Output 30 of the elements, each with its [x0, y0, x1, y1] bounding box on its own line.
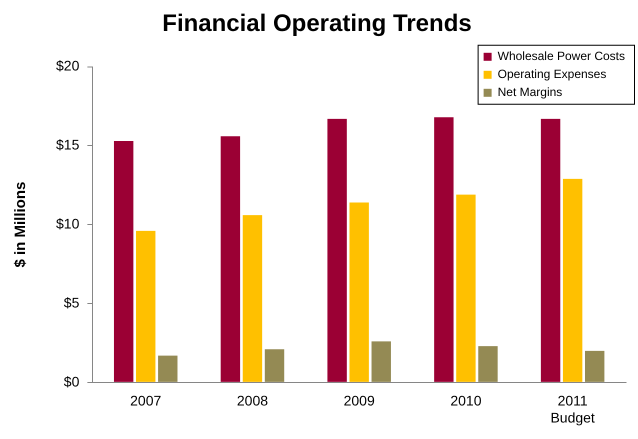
x-tick-label: 2008 — [236, 392, 268, 409]
bar — [562, 178, 582, 382]
y-tick-label: $20 — [56, 58, 80, 74]
bar — [264, 349, 284, 382]
bar — [158, 356, 178, 382]
bar — [327, 118, 347, 382]
bar — [136, 230, 156, 382]
bar — [220, 136, 240, 382]
bar — [114, 140, 134, 382]
x-tick-label: 2007 — [130, 392, 162, 409]
x-tick-label: 2010 — [450, 392, 482, 409]
x-tick-label: 2011 Budget — [550, 392, 595, 426]
y-tick-label: $0 — [64, 373, 80, 390]
bar — [478, 346, 498, 382]
bar — [349, 202, 369, 382]
y-axis-title: $ in Millions — [12, 182, 30, 268]
bar — [584, 350, 604, 382]
bar — [434, 117, 454, 382]
bar — [242, 215, 262, 382]
legend-label: Net Margins — [498, 85, 562, 100]
chart-title: Financial Operating Trends — [162, 10, 472, 38]
bar — [372, 341, 391, 382]
legend-label: Wholesale Power Costs — [498, 49, 626, 64]
bar — [456, 194, 476, 382]
y-tick-label: $5 — [64, 294, 80, 310]
y-tick-label: $10 — [56, 215, 80, 232]
legend-label: Operating Expenses — [498, 67, 606, 82]
y-tick-label: $15 — [56, 136, 80, 153]
x-tick-label: 2009 — [344, 392, 375, 409]
bar — [540, 118, 560, 382]
